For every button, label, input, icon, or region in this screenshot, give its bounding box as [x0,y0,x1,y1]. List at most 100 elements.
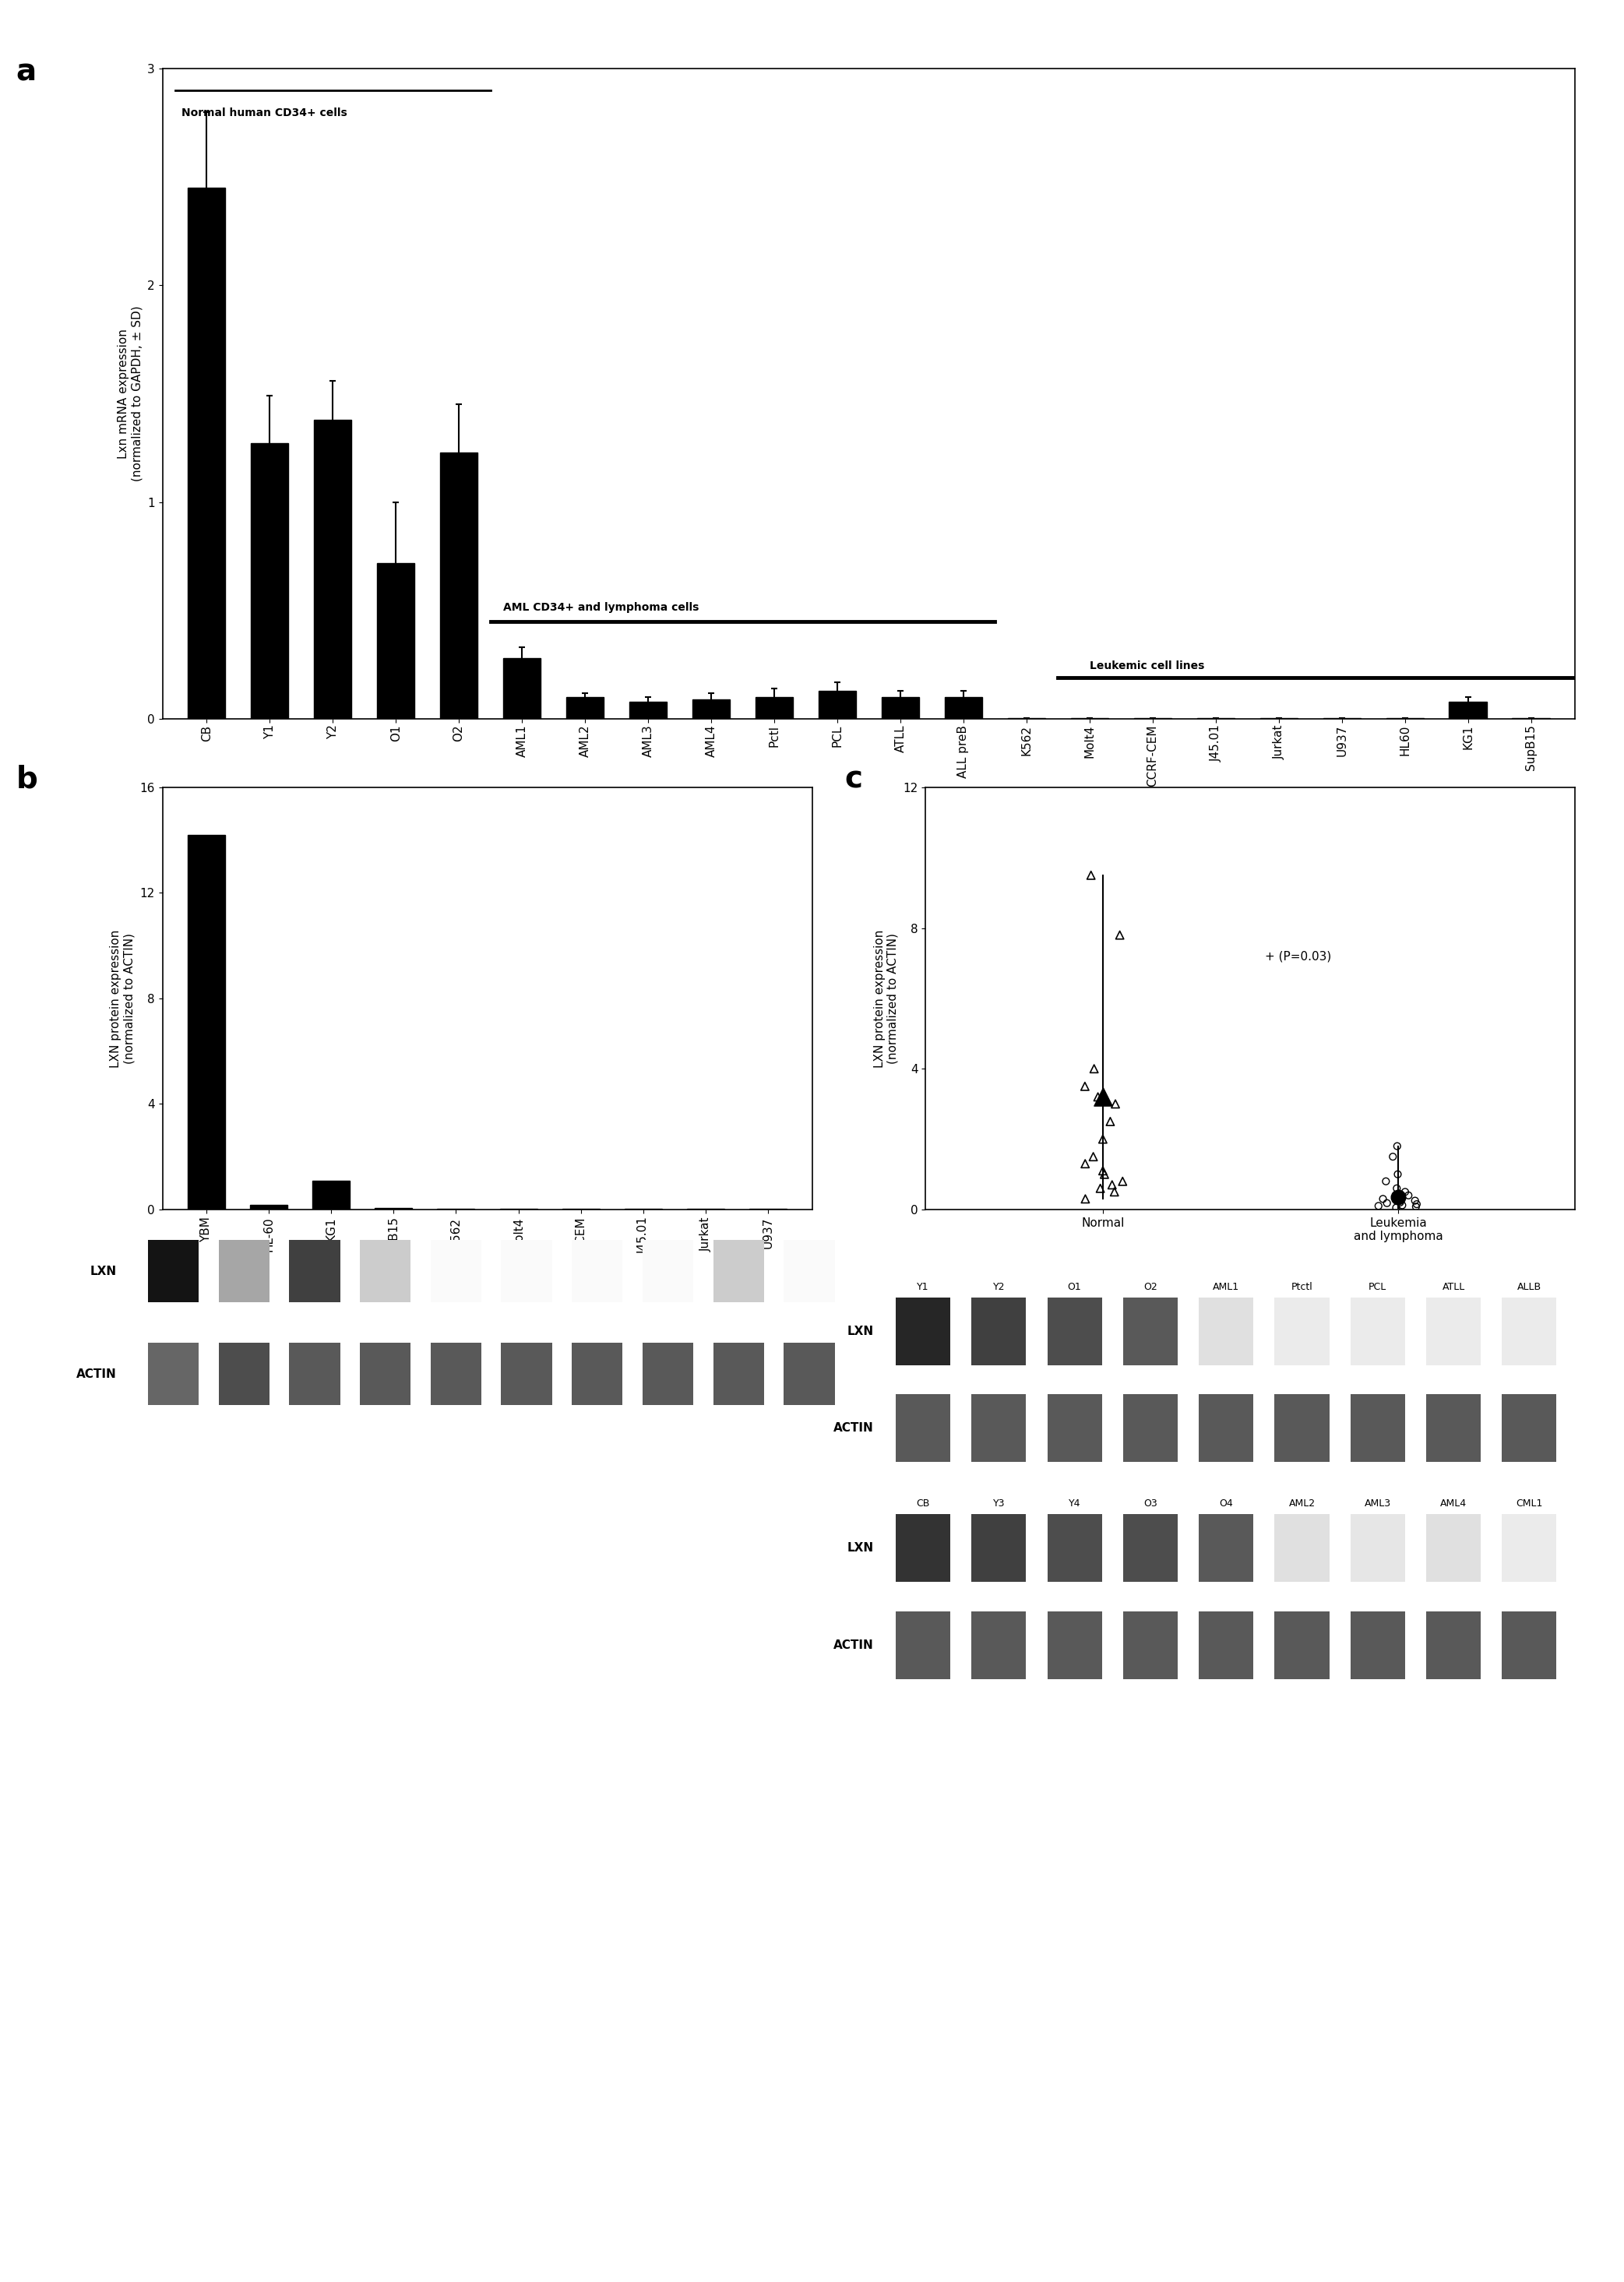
Bar [1426,1296,1481,1365]
Point [1082,1050,1108,1086]
Point [1372,1164,1398,1200]
Point [1403,1189,1429,1225]
Point [1374,1184,1400,1221]
Text: b: b [16,764,37,794]
Bar [1275,1611,1328,1680]
Text: Y1: Y1 [918,1282,929,1292]
Point [1387,1184,1413,1221]
Text: PCL: PCL [1369,1282,1387,1292]
Point [1389,1187,1415,1223]
Text: CML1: CML1 [1515,1499,1543,1508]
Text: AML4: AML4 [1440,1499,1466,1508]
Point [1385,1180,1411,1216]
Y-axis label: Lxn mRNA expression
(normalized to GAPDH, ± SD): Lxn mRNA expression (normalized to GAPDH… [117,306,143,482]
Point [1080,1139,1106,1175]
Bar [971,1394,1026,1463]
Bar [945,696,983,719]
Bar [250,1205,287,1209]
Text: LXN: LXN [848,1326,874,1337]
Bar [896,1515,950,1581]
Text: LXN: LXN [91,1267,117,1278]
Bar [188,187,226,719]
Point [1090,1079,1116,1116]
Bar [1124,1394,1177,1463]
Point [1395,1178,1421,1214]
Bar [1275,1515,1328,1581]
Point [1101,1173,1127,1209]
Point [1384,1189,1410,1225]
Bar [250,443,289,719]
Point [1371,1180,1397,1216]
Bar [219,1344,270,1406]
Text: ACTIN: ACTIN [833,1638,874,1650]
Text: + (P=0.03): + (P=0.03) [1265,949,1332,963]
Bar [1199,1296,1254,1365]
Text: O4: O4 [1220,1499,1233,1508]
Text: ALLB: ALLB [1517,1282,1541,1292]
Bar [148,1344,198,1406]
Bar [1426,1394,1481,1463]
Bar [219,1241,270,1303]
Bar [896,1296,950,1365]
Bar [148,1241,198,1303]
Bar [430,1344,481,1406]
Point [1090,1152,1116,1189]
Text: Leukemic cell lines: Leukemic cell lines [1090,659,1205,671]
Point [1109,1164,1135,1200]
Bar [818,691,856,719]
Text: ATLL: ATLL [1442,1282,1465,1292]
Point [1085,1079,1111,1116]
Bar [692,698,731,719]
Bar [1502,1296,1556,1365]
Bar [1047,1515,1101,1581]
Y-axis label: LXN protein expression
(normalized to ACTIN): LXN protein expression (normalized to AC… [874,929,898,1068]
Bar [1426,1611,1481,1680]
Bar [502,1241,552,1303]
Point [1099,1166,1125,1203]
Point [1072,1146,1098,1182]
Point [1387,1180,1413,1216]
Bar [1275,1296,1328,1365]
Bar [1124,1296,1177,1365]
Bar [1502,1394,1556,1463]
Point [1385,1157,1411,1193]
Point [1103,1086,1129,1123]
Bar [1199,1515,1254,1581]
Point [1098,1102,1124,1139]
Point [1403,1187,1429,1223]
Bar [289,1241,339,1303]
Bar [502,1344,552,1406]
Bar [1124,1515,1177,1581]
Text: AML3: AML3 [1364,1499,1392,1508]
Bar [1502,1611,1556,1680]
Bar [1351,1394,1405,1463]
Point [1380,1139,1406,1175]
Bar [572,1344,622,1406]
Point [1108,917,1134,954]
Bar [1426,1515,1481,1581]
Bar [289,1344,339,1406]
Point [1072,1180,1098,1216]
Bar [971,1611,1026,1680]
Bar [1351,1515,1405,1581]
Point [1088,1171,1114,1207]
Bar [361,1241,411,1303]
Bar [1199,1611,1254,1680]
Bar [643,1344,693,1406]
Bar [430,1241,481,1303]
Bar [971,1296,1026,1365]
Bar [713,1344,763,1406]
Text: Ptctl: Ptctl [1291,1282,1312,1292]
Text: O3: O3 [1143,1499,1158,1508]
Bar [971,1515,1026,1581]
Point [1072,1068,1098,1104]
Point [1078,858,1104,895]
Point [1366,1187,1392,1223]
Bar [1047,1611,1101,1680]
Text: AML1: AML1 [1213,1282,1239,1292]
Bar [361,1344,411,1406]
Bar [572,1241,622,1303]
Bar [1351,1611,1405,1680]
Text: ACTIN: ACTIN [76,1369,117,1381]
Text: c: c [844,764,862,794]
